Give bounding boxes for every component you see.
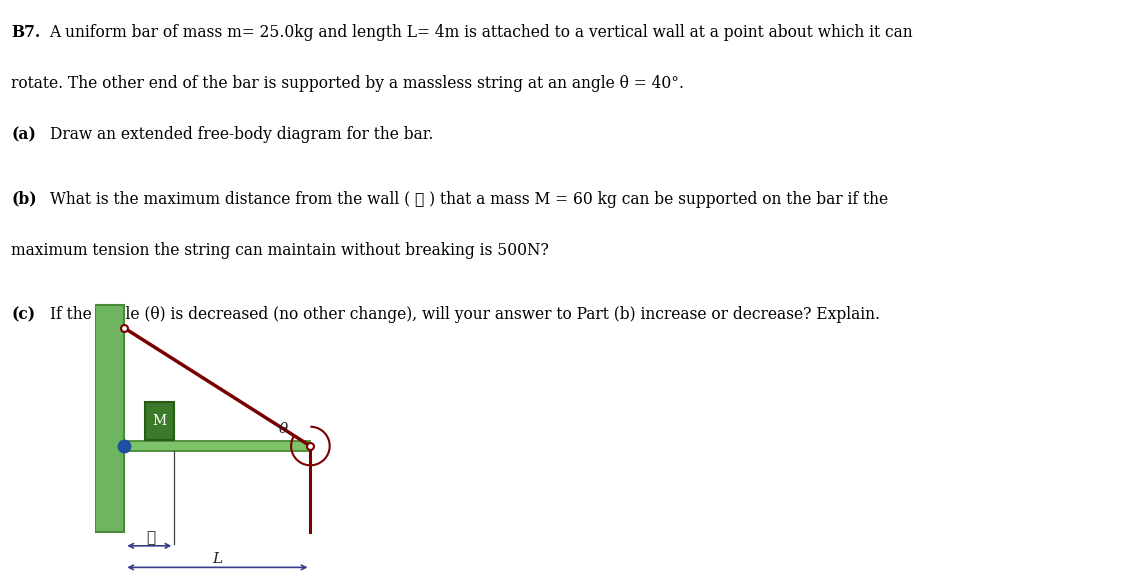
Text: A uniform bar of mass m= 25.0kg and length L= 4m is attached to a vertical wall : A uniform bar of mass m= 25.0kg and leng… [49,24,913,41]
Text: M: M [152,414,167,428]
Text: What is the maximum distance from the wall ( ℓ ) that a mass M = 60 kg can be su: What is the maximum distance from the wa… [49,191,888,208]
Text: L: L [213,552,222,566]
Text: (a): (a) [11,126,37,143]
Bar [125,441,310,451]
Text: (b): (b) [11,191,37,208]
Text: ℓ: ℓ [146,531,156,545]
Bar [95,305,125,532]
Text: Draw an extended free-body diagram for the bar.: Draw an extended free-body diagram for t… [49,126,432,143]
Text: If the angle (θ) is decreased (no other change), will your answer to Part (b) in: If the angle (θ) is decreased (no other … [49,306,880,323]
Text: B7.: B7. [11,24,41,41]
Bar [145,402,174,440]
Text: θ: θ [279,422,288,436]
Text: maximum tension the string can maintain without breaking is 500N?: maximum tension the string can maintain … [11,242,549,259]
Text: (c): (c) [11,306,35,323]
Text: rotate. The other end of the bar is supported by a massless string at an angle θ: rotate. The other end of the bar is supp… [11,75,684,92]
